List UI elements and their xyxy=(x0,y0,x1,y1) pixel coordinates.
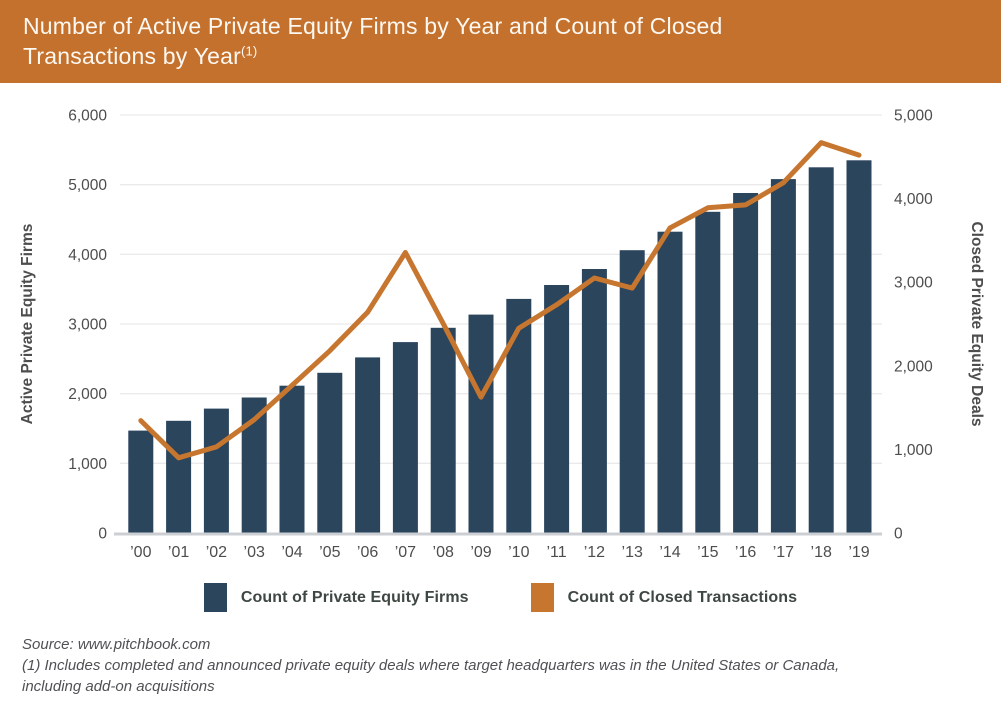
chart-title-line2: Transactions by Year xyxy=(23,43,241,69)
chart-legend: Count of Private Equity Firms Count of C… xyxy=(0,583,1001,612)
right-axis-tick: 2,000 xyxy=(894,358,933,375)
x-axis-label: ’01 xyxy=(168,544,189,561)
x-axis-label: ’10 xyxy=(508,544,529,561)
legend-item-firms: Count of Private Equity Firms xyxy=(203,583,469,612)
x-axis-label: ’02 xyxy=(206,544,227,561)
left-axis-tick: 3,000 xyxy=(68,317,107,334)
chart-title: Number of Active Private Equity Firms by… xyxy=(23,11,981,71)
left-axis-tick: 5,000 xyxy=(68,177,107,194)
x-axis-label: ’17 xyxy=(773,544,794,561)
bar-’19 xyxy=(846,160,872,534)
bar-’15 xyxy=(695,211,721,534)
bar-’16 xyxy=(733,193,759,533)
bar-’10 xyxy=(506,298,532,533)
x-axis-label: ’04 xyxy=(281,544,302,561)
x-axis-label: ’07 xyxy=(395,544,416,561)
footnote-line2: including add-on acquisitions xyxy=(22,678,215,695)
right-axis-tick: 5,000 xyxy=(894,108,933,125)
bar-’07 xyxy=(392,342,418,533)
line-series xyxy=(138,140,862,461)
x-axis-label: ’12 xyxy=(584,544,605,561)
x-axis-label: ’16 xyxy=(735,544,756,561)
legend-swatch-transactions xyxy=(530,583,554,612)
x-axis-label: ’11 xyxy=(547,544,567,561)
left-axis-tick: 0 xyxy=(98,526,107,543)
legend-swatch-firms xyxy=(203,583,227,612)
x-axis-label: ’18 xyxy=(811,544,832,561)
x-axis-label: ’03 xyxy=(244,544,265,561)
bar-’14 xyxy=(657,231,683,533)
left-axis-tick: 1,000 xyxy=(68,456,107,473)
right-axis-tick: 4,000 xyxy=(894,191,933,208)
right-axis-tick: 0 xyxy=(894,526,903,543)
legend-label-firms: Count of Private Equity Firms xyxy=(240,588,469,606)
chart-title-line1: Number of Active Private Equity Firms by… xyxy=(23,13,723,39)
right-axis-tick: 3,000 xyxy=(894,275,933,292)
right-axis-title: Closed Private Equity Deals xyxy=(968,221,985,426)
bar-’12 xyxy=(581,269,607,533)
bar-’09 xyxy=(468,314,494,533)
chart-title-banner: Number of Active Private Equity Firms by… xyxy=(0,0,1001,83)
bar-’01 xyxy=(166,420,192,533)
x-axis-label: ’13 xyxy=(622,544,643,561)
left-axis-tick: 6,000 xyxy=(68,108,107,125)
legend-item-transactions: Count of Closed Transactions xyxy=(530,583,798,612)
x-axis-label: ’00 xyxy=(130,544,151,561)
x-axis-label: ’06 xyxy=(357,544,378,561)
chart-title-footnote-marker: (1) xyxy=(240,43,258,59)
bar-’02 xyxy=(203,408,229,533)
left-axis-tick: 4,000 xyxy=(68,247,107,264)
legend-label-transactions: Count of Closed Transactions xyxy=(567,588,798,606)
bar-’18 xyxy=(808,167,834,534)
x-axis-label: ’15 xyxy=(697,544,718,561)
source-note-block: Source: www.pitchbook.com (1) Includes c… xyxy=(22,634,982,697)
right-axis-tick: 1,000 xyxy=(894,442,933,459)
x-axis-label: ’19 xyxy=(848,544,869,561)
left-axis-title: Active Private Equity Firms xyxy=(19,224,36,425)
bar-’04 xyxy=(279,385,305,533)
bar-’11 xyxy=(544,285,570,533)
bar-’08 xyxy=(430,327,456,533)
left-axis-tick: 2,000 xyxy=(68,386,107,403)
x-axis-label: ’08 xyxy=(433,544,454,561)
bar-’05 xyxy=(317,372,343,533)
bar-’00 xyxy=(128,430,154,533)
x-axis-label: ’14 xyxy=(659,544,680,561)
bar-’17 xyxy=(770,179,796,533)
x-axis-label: ’09 xyxy=(470,544,491,561)
source-line: Source: www.pitchbook.com xyxy=(22,636,211,653)
bar-’13 xyxy=(619,250,645,533)
bar-’06 xyxy=(355,357,381,533)
x-axis-label: ’05 xyxy=(319,544,340,561)
footnote-line1: (1) Includes completed and announced pri… xyxy=(22,657,840,674)
chart-canvas: 0 1,000 2,000 3,000 4,000 5,000 6,000 0 1,000 2,0… xyxy=(19,108,985,562)
